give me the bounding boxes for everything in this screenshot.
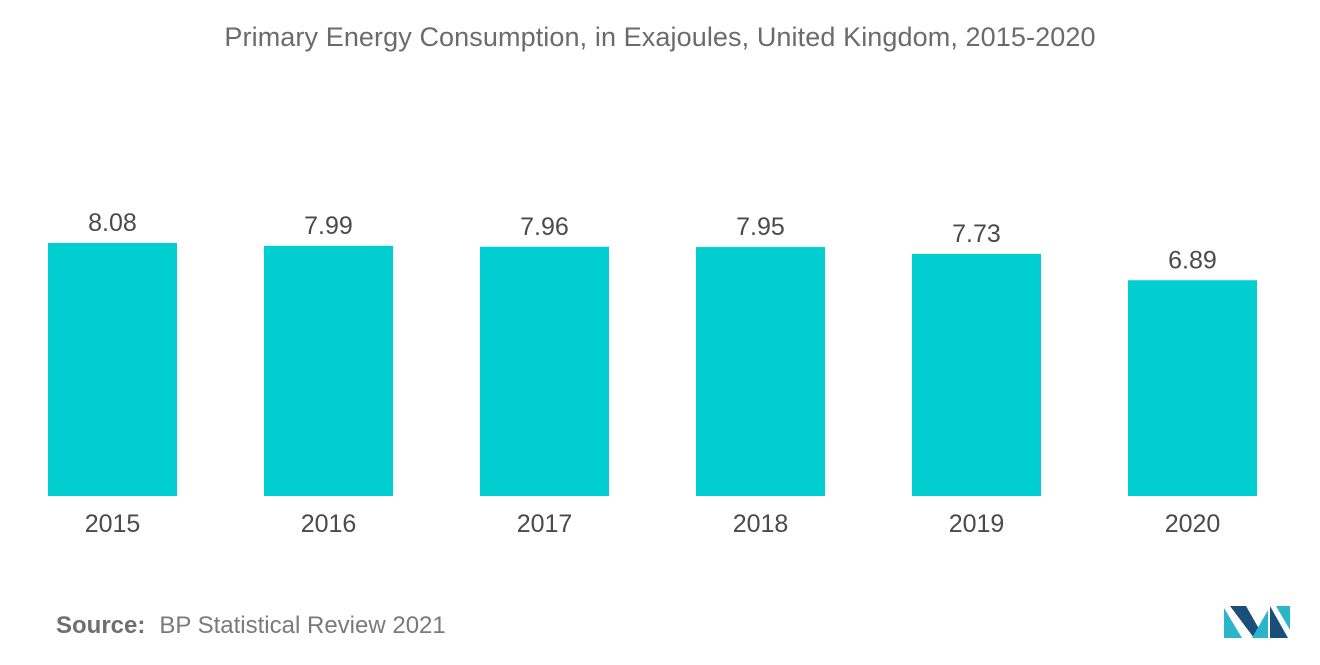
x-tick-label-2017: 2017	[517, 510, 573, 538]
x-tick-label-2020: 2020	[1165, 510, 1221, 538]
bar-2020	[1128, 280, 1257, 496]
x-tick-label-2015: 2015	[85, 510, 141, 538]
value-label-2017: 7.96	[520, 213, 569, 241]
value-label-2016: 7.99	[304, 212, 353, 240]
chart-title: Primary Energy Consumption, in Exajoules…	[224, 22, 1096, 52]
mordor-intelligence-logo-icon	[1224, 606, 1290, 638]
source-text: BP Statistical Review 2021	[159, 612, 446, 639]
source-label: Source:	[56, 612, 146, 639]
value-label-2018: 7.95	[736, 213, 785, 241]
bar-2019	[912, 253, 1041, 496]
value-label-2019: 7.73	[952, 220, 1001, 248]
bar-2016	[264, 245, 393, 496]
bar-2017	[480, 246, 609, 496]
x-tick-label-2019: 2019	[949, 510, 1005, 538]
value-label-2015: 8.08	[88, 209, 137, 237]
bar-chart: 8.08 2015 7.99 2016 7.96 2017 7.95 2018 7.73 2019…	[48, 209, 1257, 538]
bar-2015	[48, 243, 177, 496]
bar-2018	[696, 247, 825, 496]
x-tick-label-2018: 2018	[733, 510, 789, 538]
x-tick-label-2016: 2016	[301, 510, 357, 538]
value-label-2020: 6.89	[1168, 246, 1217, 274]
source-note: Source: BP Statistical Review 2021	[56, 612, 446, 640]
